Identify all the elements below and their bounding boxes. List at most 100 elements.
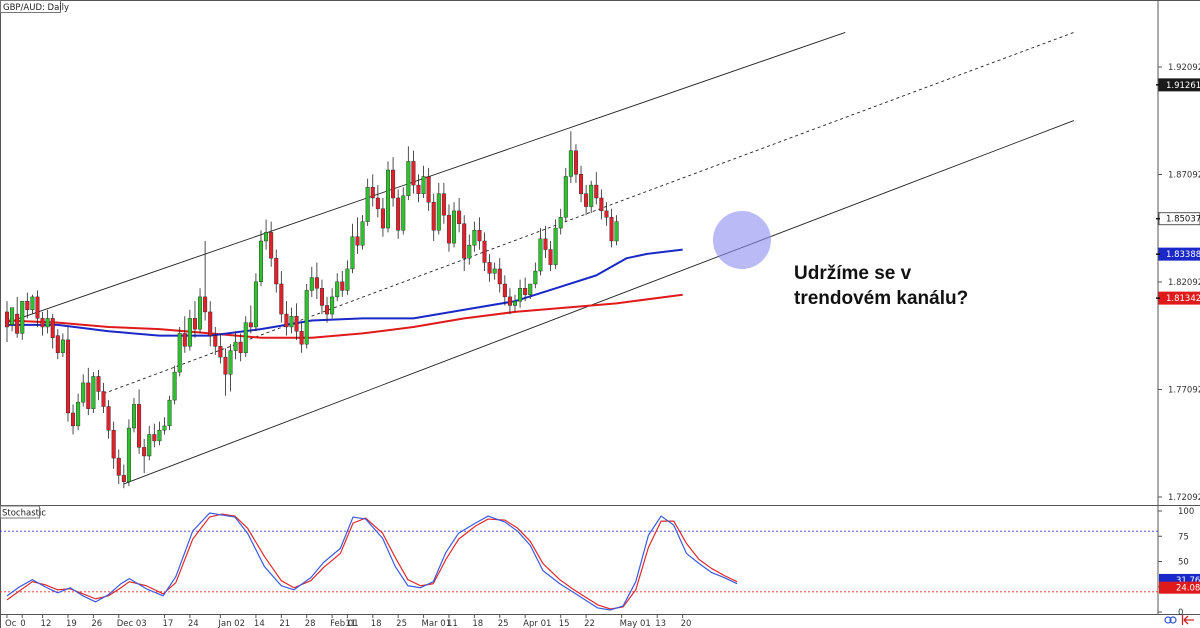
x-tick-label: 17 xyxy=(162,619,173,628)
candle-body xyxy=(76,402,81,427)
x-tick-label: 12 xyxy=(41,619,52,628)
candle-body xyxy=(96,376,101,392)
price-tick-label: 1.92092 xyxy=(1168,63,1200,73)
candle-body xyxy=(121,475,126,482)
candle-body xyxy=(253,281,258,328)
candle-body xyxy=(411,161,416,186)
x-tick-label: 15 xyxy=(559,619,570,628)
candle-body xyxy=(314,277,319,289)
candle-body xyxy=(386,169,391,229)
candle-body xyxy=(192,318,197,330)
candle-body xyxy=(45,318,50,328)
candle-body xyxy=(152,434,157,442)
candle-body xyxy=(208,311,213,336)
candle-body xyxy=(131,404,136,429)
candle-body xyxy=(274,257,279,285)
candle-body xyxy=(396,197,401,231)
candle-body xyxy=(65,339,70,414)
candle-body xyxy=(4,311,9,328)
candle-body xyxy=(243,322,248,353)
candle-body xyxy=(86,382,91,409)
indicator-label: Stochastic xyxy=(2,509,46,519)
x-tick-label: 26 xyxy=(91,619,102,628)
candle-body xyxy=(609,217,614,242)
candle-body xyxy=(614,221,619,242)
candle-body xyxy=(533,270,538,285)
candle-body xyxy=(289,316,294,328)
ma-slow-line xyxy=(6,293,683,339)
link-icon[interactable] xyxy=(1164,616,1177,624)
candle-body xyxy=(177,333,182,373)
candle-body xyxy=(523,288,528,295)
candle-body xyxy=(548,249,553,265)
candle-body xyxy=(330,296,335,315)
candle-body xyxy=(457,210,462,224)
x-tick-label: Jan 02 xyxy=(217,619,245,628)
candle-body xyxy=(213,335,218,347)
highlight-circle xyxy=(713,211,771,269)
price-tick-label: 1.82092 xyxy=(1168,278,1200,288)
candle-body xyxy=(360,221,365,246)
candle-body xyxy=(599,197,604,212)
x-tick-label: Oc xyxy=(5,619,17,628)
candle-body xyxy=(467,245,472,259)
x-tick-label: Mar 01 xyxy=(422,619,452,628)
candle-body xyxy=(319,288,324,306)
trend-channel[interactable] xyxy=(6,32,1074,485)
x-tick-label: 24 xyxy=(188,619,199,628)
candle-body xyxy=(309,277,314,291)
candle-body xyxy=(589,184,594,207)
price-label: 1.83388 xyxy=(1166,250,1200,260)
candle-body xyxy=(198,296,203,330)
candle-body xyxy=(558,217,563,229)
channel-middle-line xyxy=(103,32,1074,395)
candle-body xyxy=(101,391,106,407)
candle-body xyxy=(391,169,396,199)
candle-body xyxy=(187,318,192,347)
candle-body xyxy=(20,300,25,334)
x-tick-label: 13 xyxy=(655,619,666,628)
candle-body xyxy=(406,161,411,197)
x-tick-label: 25 xyxy=(396,619,407,628)
x-tick-label: 25 xyxy=(498,619,509,628)
candle-body xyxy=(238,341,243,353)
candle-body xyxy=(472,230,477,246)
candle-body xyxy=(304,290,309,345)
candle-body xyxy=(335,281,340,298)
candle-body xyxy=(269,232,274,259)
candle-body xyxy=(345,268,350,291)
candle-body xyxy=(528,283,533,295)
price-tick-label: 1.72092 xyxy=(1168,493,1200,503)
candle-body xyxy=(284,313,289,328)
price-label: 1.81342 xyxy=(1166,294,1200,304)
indicator-label-box xyxy=(0,505,40,519)
candle-body xyxy=(355,236,360,246)
price-tick-label: 1.77092 xyxy=(1168,386,1200,396)
x-tick-label: 14 xyxy=(254,619,265,628)
candle-body xyxy=(370,187,375,199)
candle-body xyxy=(452,210,457,244)
x-tick-label: Dec 03 xyxy=(117,619,147,628)
candle-body xyxy=(81,382,86,403)
x-tick-label: 0 xyxy=(20,619,25,628)
candle-body xyxy=(182,333,187,347)
candle-body xyxy=(106,406,111,431)
stoch-tick-label: 0 xyxy=(1178,608,1183,618)
x-tick-label: 20 xyxy=(681,619,692,628)
candle-body xyxy=(223,356,228,375)
channel-upper-line xyxy=(6,32,846,324)
symbol-label: GBP/AUD: Daily xyxy=(3,3,69,13)
candle-body xyxy=(477,230,482,242)
candle-body xyxy=(579,174,584,194)
candle-body xyxy=(162,425,167,431)
candle-body xyxy=(513,300,518,306)
candle-body xyxy=(492,268,497,274)
candle-body xyxy=(426,176,431,203)
candle-body xyxy=(584,193,589,207)
x-tick-label: 11 xyxy=(345,619,356,628)
x-tick-label: May 01 xyxy=(620,619,651,628)
candle-body xyxy=(203,296,208,313)
scroll-arrow-icon[interactable] xyxy=(1181,615,1195,625)
candle-body xyxy=(487,262,492,274)
